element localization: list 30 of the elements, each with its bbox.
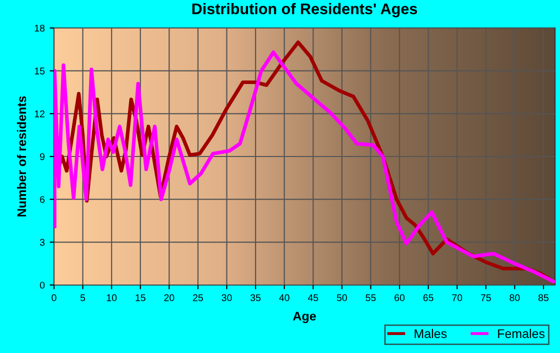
legend-label: Males [414,328,447,338]
x-tick-label: 80 [510,294,520,302]
x-tick-label: 35 [250,294,261,302]
y-tick-label: 15 [34,68,45,74]
legend-label: Females [498,328,545,338]
y-axis-title: Number of residents [16,96,26,216]
x-tick-label: 75 [480,294,491,302]
y-tick-label: 6 [40,196,45,203]
y-tick-label: 3 [40,238,45,246]
x-tick-label: 30 [222,294,232,302]
chart-title: Distribution of Residents' Ages [192,3,418,18]
x-tick-label: 60 [394,294,405,302]
x-tick-label: 25 [193,294,203,302]
x-tick-label: 10 [106,294,117,302]
x-tick-label: 85 [538,294,548,302]
x-tick-label: 0 [52,294,56,302]
y-tick-label: 0 [40,282,45,289]
y-tick-label: 18 [34,24,45,32]
x-tick-label: 15 [136,294,146,302]
x-tick-label: 20 [164,294,174,302]
y-tick-label: 12 [34,110,44,118]
x-tick-label: 70 [452,294,462,302]
x-axis-title: Age [293,312,316,324]
x-tick-label: 40 [279,294,290,302]
x-tick-label: 45 [308,294,318,302]
x-tick-label: 55 [366,294,376,302]
y-tick-label: 9 [40,153,45,160]
x-tick-label: 50 [336,294,347,302]
x-tick-label: 5 [80,294,86,302]
x-tick-label: 65 [423,294,434,302]
